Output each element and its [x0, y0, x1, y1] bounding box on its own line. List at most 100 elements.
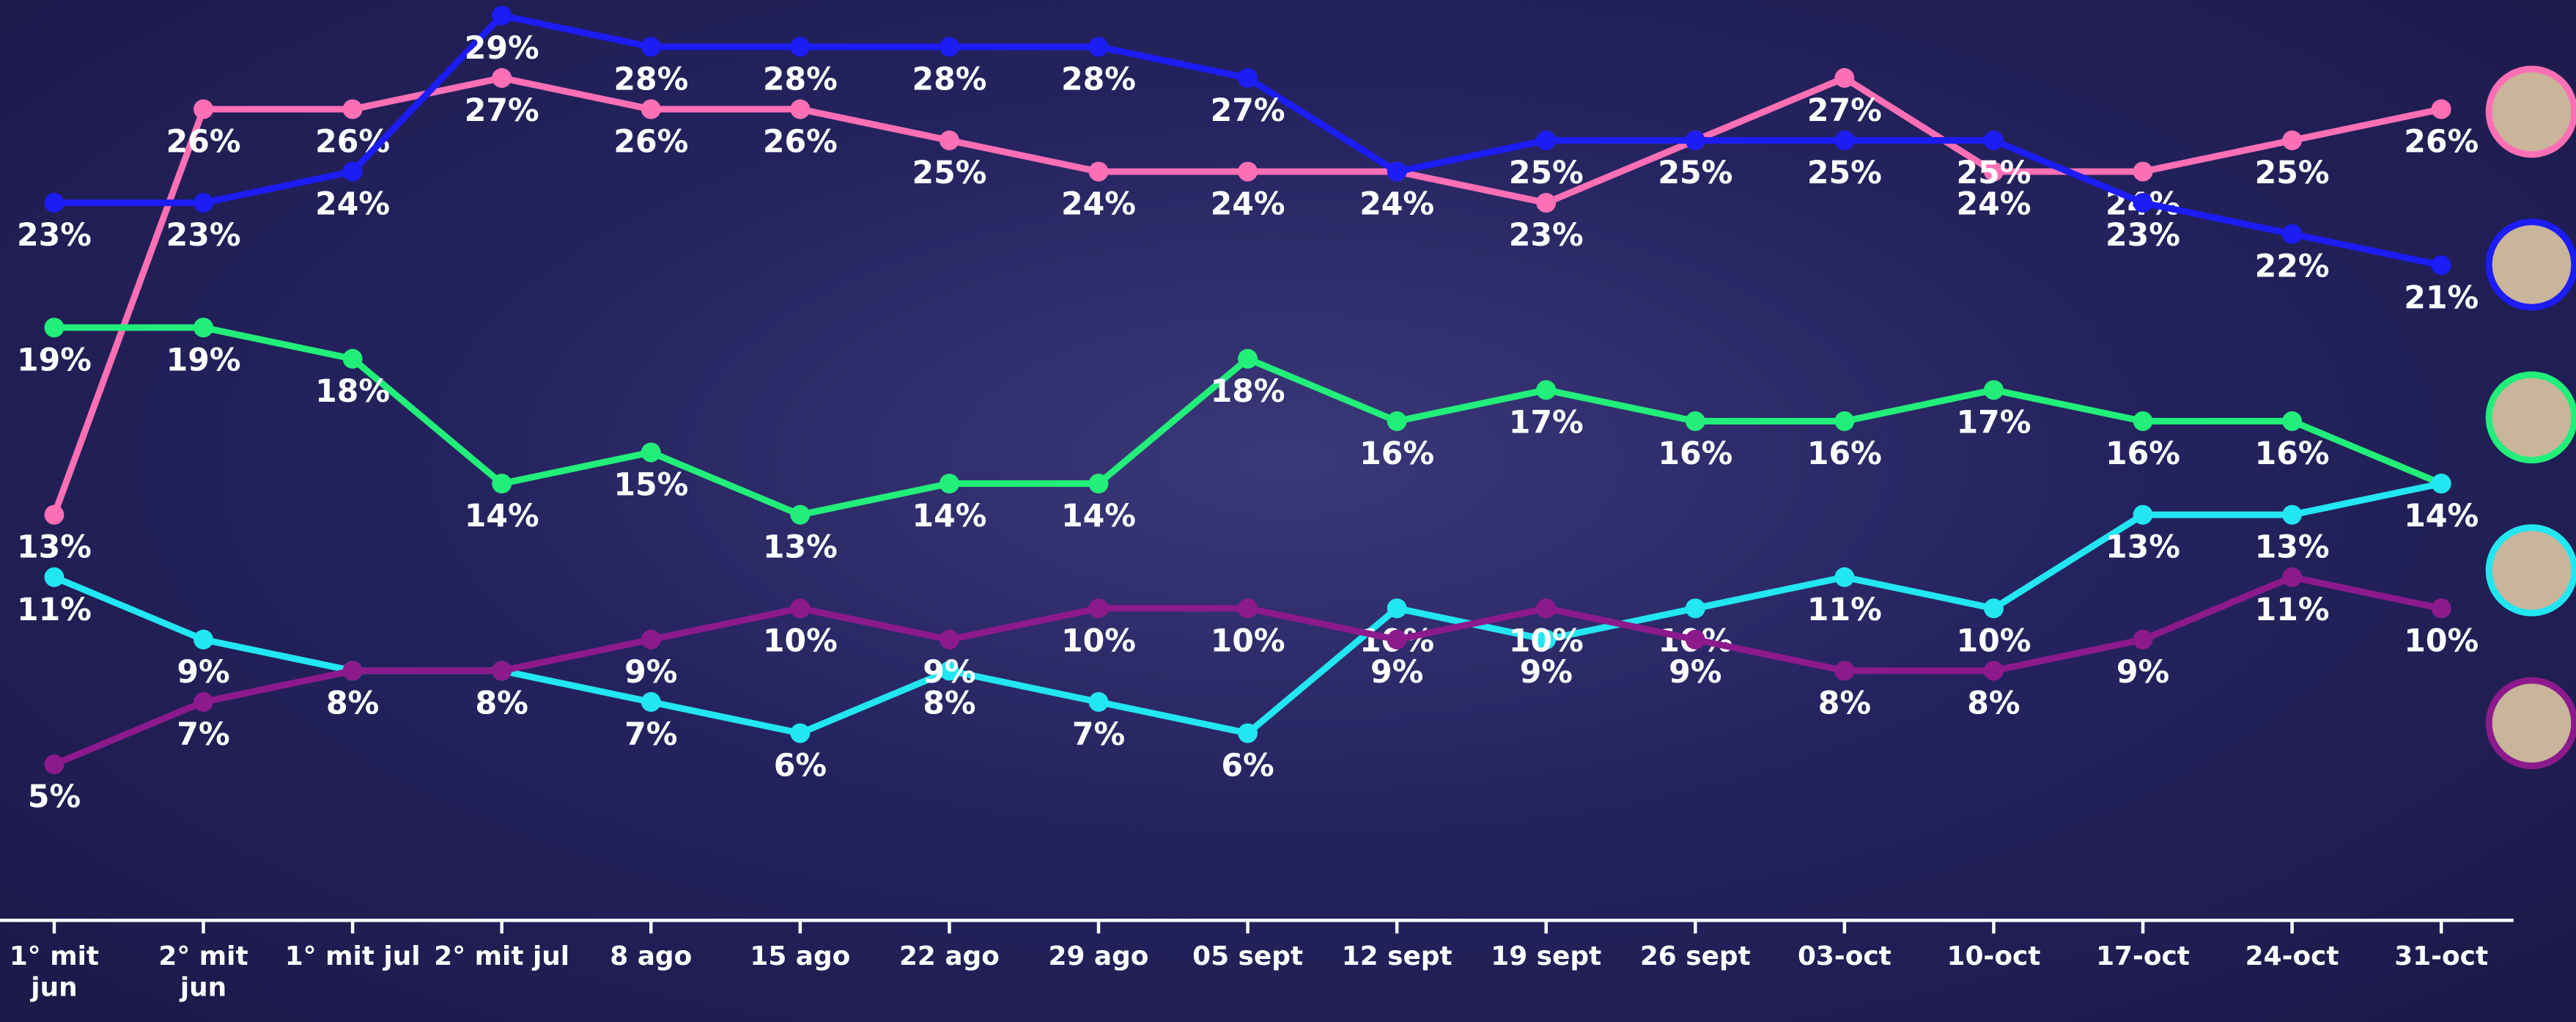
data-point: [1238, 161, 1258, 182]
x-tick-label: 15 ago: [750, 940, 851, 971]
data-label: 6%: [774, 748, 827, 784]
data-label: 18%: [1211, 373, 1285, 410]
data-label: 9%: [1520, 654, 1573, 691]
avatar: [2485, 218, 2576, 311]
data-label: 9%: [1370, 654, 1423, 691]
data-point: [193, 317, 214, 338]
data-label: 15%: [613, 467, 688, 504]
data-point: [641, 692, 661, 712]
data-point: [2133, 629, 2153, 650]
data-label: 25%: [1658, 155, 1732, 191]
data-label: 26%: [166, 124, 241, 161]
data-label: 29%: [465, 30, 539, 67]
data-point: [1834, 411, 1855, 431]
data-label: 25%: [2255, 155, 2330, 191]
data-point: [939, 37, 959, 57]
avatar: [2485, 371, 2576, 464]
avatar: [2485, 65, 2576, 158]
data-point: [1983, 130, 2004, 150]
x-tick-label: 2° mit jun: [158, 940, 248, 1003]
data-point: [193, 193, 214, 213]
x-tick-label: 19 sept: [1491, 940, 1602, 971]
avatar: [2485, 677, 2576, 770]
data-label: 27%: [1211, 92, 1285, 129]
data-label: 11%: [2255, 592, 2330, 628]
data-label: 19%: [17, 342, 92, 378]
x-tick-label: 05 sept: [1192, 940, 1304, 971]
data-point: [1685, 411, 1705, 431]
data-label: 14%: [1061, 498, 1136, 534]
data-label: 17%: [1956, 405, 2031, 441]
data-label: 27%: [465, 92, 539, 129]
data-label: 25%: [1658, 155, 1732, 191]
data-label: 23%: [17, 217, 92, 254]
data-label: 28%: [1061, 61, 1136, 98]
data-label: 24%: [1359, 186, 1434, 223]
data-label: 8%: [476, 685, 528, 721]
data-point: [2133, 411, 2153, 431]
data-label: 24%: [1211, 186, 1285, 223]
data-point: [1238, 723, 1258, 743]
data-point: [939, 661, 959, 681]
data-point: [1685, 598, 1705, 619]
data-point: [790, 598, 811, 619]
data-point: [1834, 661, 1855, 681]
data-point: [2431, 474, 2451, 494]
data-point: [641, 442, 661, 463]
data-label: 10%: [763, 622, 838, 659]
data-point: [1536, 629, 1557, 650]
data-point: [1088, 161, 1109, 182]
data-label: 28%: [912, 61, 986, 98]
data-label: 23%: [166, 217, 241, 254]
data-label: 11%: [17, 592, 92, 628]
data-point: [2282, 130, 2303, 150]
data-point: [1387, 161, 1407, 182]
data-label: 8%: [1818, 685, 1871, 721]
x-tick-label: 31-oct: [2394, 940, 2489, 971]
data-point: [1238, 348, 1258, 369]
data-point: [1983, 161, 2004, 182]
avatar: [2485, 524, 2576, 617]
data-label: 16%: [1658, 435, 1732, 472]
data-label: 26%: [613, 124, 688, 161]
data-label: 8%: [923, 685, 975, 721]
data-point: [2282, 567, 2303, 587]
data-point: [2282, 504, 2303, 525]
data-point: [44, 317, 64, 338]
data-label: 14%: [912, 498, 986, 534]
data-point: [44, 193, 64, 213]
data-point: [1536, 130, 1557, 150]
data-point: [641, 629, 661, 650]
data-point: [1983, 661, 2004, 681]
x-tick-label: 1° mit jun: [9, 940, 100, 1003]
data-label: 7%: [177, 716, 229, 753]
data-point: [1536, 380, 1557, 400]
x-tick-label: 12 sept: [1341, 940, 1453, 971]
data-point: [1834, 567, 1855, 587]
data-point: [342, 161, 363, 182]
data-label: 7%: [1072, 716, 1125, 753]
x-tick-label: 1° mit jul: [284, 940, 421, 971]
data-point: [641, 99, 661, 120]
data-point: [2133, 504, 2153, 525]
data-point: [1387, 629, 1407, 650]
data-point: [1088, 37, 1109, 57]
data-point: [492, 661, 512, 681]
series-line: [51, 74, 2443, 516]
data-point: [44, 567, 64, 587]
series-line: [53, 12, 2443, 269]
data-point: [1088, 474, 1109, 494]
data-label: 14%: [2404, 498, 2479, 534]
data-point: [2133, 161, 2153, 182]
data-point: [44, 504, 64, 525]
data-label: 26%: [763, 124, 838, 161]
x-tick-label: 8 ago: [610, 940, 693, 971]
data-point: [2282, 411, 2303, 431]
data-point: [492, 67, 512, 88]
data-label: 13%: [2255, 529, 2330, 566]
data-point: [1834, 130, 1855, 150]
data-point: [492, 474, 512, 494]
data-label: 28%: [763, 61, 838, 98]
data-label: 6%: [1221, 748, 1274, 784]
